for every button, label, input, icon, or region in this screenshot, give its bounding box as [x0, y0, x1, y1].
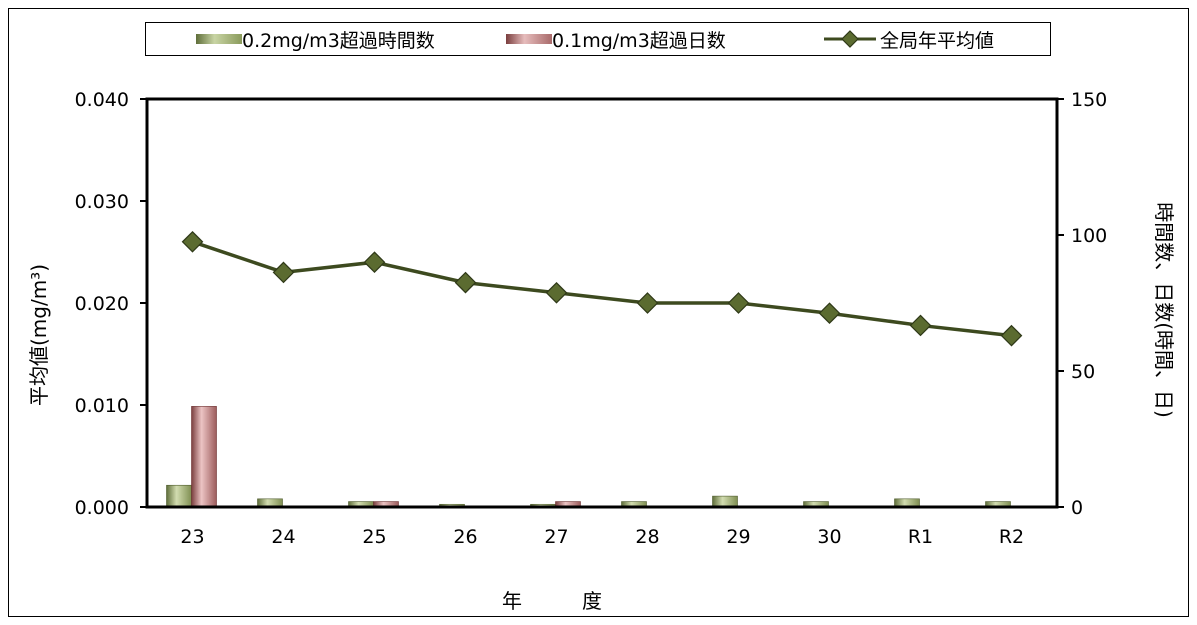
y-right-tick-label: 50	[1071, 361, 1095, 383]
chart-legend: 0.2mg/m3超過時間数 0.1mg/m3超過日数 全局年平均値	[145, 22, 1051, 56]
average-point-R2	[1000, 324, 1023, 347]
y-left-tick-label: 0.040	[75, 89, 129, 111]
average-point-30	[818, 302, 841, 325]
average-point-26	[454, 271, 477, 294]
legend-label-hours: 0.2mg/m3超過時間数	[242, 29, 435, 52]
x-tick-label-R2: R2	[999, 526, 1024, 548]
y-axis-left-title: 平均値(mg/m³)	[27, 264, 51, 406]
average-point-27	[545, 281, 568, 304]
x-axis-title: 年 度	[502, 589, 602, 613]
y-axis-right-title: 時間数、日数(時間、日)	[1152, 202, 1176, 418]
bar-days-23	[191, 406, 217, 508]
x-tick-label-30: 30	[817, 526, 841, 548]
y-left-tick-label: 0.000	[75, 497, 129, 519]
legend-swatch-average	[824, 30, 876, 48]
average-point-25	[363, 251, 386, 274]
legend-swatch-hours	[196, 34, 242, 44]
bar-hours-23	[166, 484, 192, 508]
x-tick-label-27: 27	[544, 526, 568, 548]
x-tick-label-28: 28	[635, 526, 659, 548]
average-point-24	[272, 261, 295, 284]
average-point-29	[727, 292, 750, 314]
legend-item-average: 全局年平均値	[824, 23, 994, 55]
x-tick-label-29: 29	[726, 526, 750, 548]
y-right-tick-label: 150	[1071, 89, 1107, 111]
legend-label-average: 全局年平均値	[880, 29, 995, 52]
legend-label-days: 0.1mg/m3超過日数	[552, 29, 726, 52]
legend-item-hours: 0.2mg/m3超過時間数	[196, 23, 435, 55]
x-tick-label-R1: R1	[908, 526, 933, 548]
y-left-tick-label: 0.030	[75, 191, 129, 213]
average-point-23	[181, 230, 204, 253]
average-point-28	[636, 292, 659, 314]
y-right-tick-label: 0	[1071, 497, 1083, 519]
y-left-tick-label: 0.010	[75, 395, 129, 417]
y-right-tick-label: 100	[1071, 225, 1107, 247]
average-point-R1	[909, 314, 932, 337]
plot-area	[145, 97, 1059, 509]
x-tick-label-26: 26	[453, 526, 477, 548]
x-tick-label-23: 23	[180, 526, 204, 548]
x-tick-label-24: 24	[271, 526, 295, 548]
legend-swatch-days	[506, 34, 552, 44]
chart-frame	[8, 8, 1189, 617]
y-left-tick-label: 0.020	[75, 293, 129, 315]
average-line	[191, 240, 1012, 338]
legend-item-days: 0.1mg/m3超過日数	[506, 23, 726, 55]
bar-hours-29	[712, 495, 738, 508]
x-tick-label-25: 25	[362, 526, 386, 548]
